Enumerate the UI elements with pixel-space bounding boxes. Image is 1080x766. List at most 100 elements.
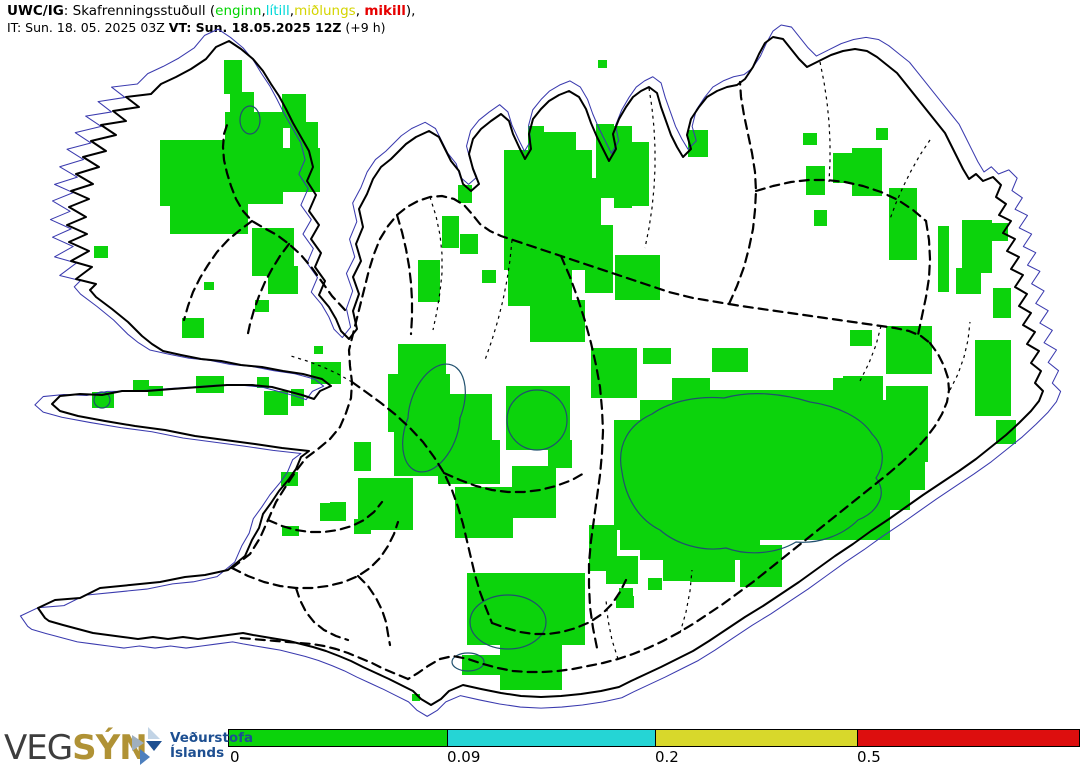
driftindex-cell — [596, 124, 614, 198]
boundary-line — [859, 325, 882, 382]
driftindex-cell — [291, 389, 304, 406]
vedurstofa-line2: Íslands — [170, 745, 225, 761]
logo-triangle-light — [148, 727, 160, 739]
title-line-1: UWC/IG: Skafrenningsstuðull (enginn,líti… — [7, 3, 415, 20]
driftindex-cell — [530, 300, 585, 342]
driftindex-cell — [975, 340, 1011, 416]
driftindex-cell — [993, 288, 1011, 318]
road-line — [230, 520, 400, 590]
driftindex-cell — [248, 148, 320, 192]
road-line — [230, 194, 515, 570]
legend-tick-0: 0 — [230, 748, 240, 766]
driftindex-cell — [418, 260, 440, 302]
driftindex-cell — [548, 440, 572, 468]
driftindex-cell — [508, 254, 572, 306]
driftindex-cell — [886, 386, 928, 462]
category-litill: lítill — [265, 3, 290, 19]
boundary-line — [605, 599, 619, 660]
separator: ), — [405, 3, 416, 19]
driftindex-cell — [503, 610, 521, 690]
road-line — [727, 302, 932, 345]
driftindex-cell — [94, 246, 108, 258]
driftindex-cell — [133, 380, 149, 392]
glacier-outlines — [93, 105, 883, 672]
driftindex-cell — [255, 300, 269, 312]
vegsyn-logo-veg: VEG — [4, 728, 73, 766]
driftindex-cell — [462, 655, 500, 675]
driftindex-cell — [986, 223, 1008, 241]
legend-bar — [228, 729, 1080, 747]
road-line — [356, 574, 392, 647]
driftindex-cell — [162, 160, 172, 170]
driftindex-cell — [412, 694, 420, 701]
road-line — [350, 380, 494, 625]
logo-triangle-dark — [146, 741, 162, 751]
boundary-line — [429, 196, 443, 331]
driftindex-cell — [814, 210, 827, 226]
driftindex-cell — [712, 348, 748, 372]
driftindex-cell — [358, 478, 413, 530]
road-line — [395, 213, 414, 336]
legend: 0 0.09 0.2 0.5 — [228, 729, 1080, 766]
driftindex-cell — [648, 578, 662, 590]
model-id: UWC/IG — [7, 3, 64, 19]
glacier-outline — [451, 652, 485, 672]
driftindex-cell — [643, 348, 671, 364]
legend-tick-0.09: 0.09 — [447, 748, 481, 766]
driftindex-cell — [320, 503, 346, 521]
road-line — [511, 238, 731, 306]
logo-triangle-med — [140, 749, 150, 765]
valid-time: VT: Sun. 18.05.2025 12Z — [168, 20, 342, 35]
category-mikill: mikill — [364, 3, 406, 19]
driftindex-cell — [311, 362, 341, 384]
green-overlay — [92, 60, 1016, 701]
driftindex-cell — [442, 216, 459, 248]
driftindex-cell — [619, 588, 633, 608]
legend-segment-mikill — [857, 729, 1080, 747]
driftindex-cell — [886, 326, 932, 374]
parameter-label: : Skafrenningsstuðull ( — [63, 3, 216, 19]
driftindex-cell — [852, 148, 882, 196]
driftindex-cell — [589, 560, 602, 571]
driftindex-cell — [170, 198, 248, 234]
driftindex-cell — [264, 391, 288, 415]
road-line — [727, 80, 758, 306]
driftindex-cell — [257, 377, 269, 388]
driftindex-cell — [224, 60, 242, 94]
road-lines — [182, 80, 951, 681]
legend-segment-midlungs — [655, 729, 859, 747]
road-line — [182, 219, 254, 322]
road-line — [754, 178, 928, 223]
driftindex-cell — [467, 573, 585, 645]
driftindex-cell — [598, 60, 607, 68]
boundary-line — [949, 321, 971, 391]
driftindex-cell — [632, 142, 649, 206]
coast-lines — [37, 36, 1044, 706]
logo-triangle-mid — [132, 735, 144, 751]
separator: , — [261, 3, 266, 19]
separator: , — [355, 3, 365, 19]
boundary-line — [819, 61, 831, 183]
road-line — [406, 341, 951, 681]
driftindex-cell — [672, 378, 710, 404]
driftindex-cell — [585, 225, 613, 293]
road-line — [916, 219, 932, 337]
driftindex-cell — [415, 345, 445, 365]
road-line — [266, 500, 384, 534]
glacier-outline — [469, 594, 547, 650]
driftindex-cell — [314, 346, 323, 354]
vedurstofa-line1: Veðurstofa — [170, 730, 254, 746]
driftindex-cell — [460, 440, 500, 484]
driftindex-cell — [614, 126, 632, 208]
driftindex-cell — [268, 266, 298, 294]
driftindex-cell — [876, 128, 888, 140]
driftindex-cell — [609, 562, 622, 573]
driftindex-cell — [803, 133, 817, 145]
glacier-outline — [239, 105, 261, 135]
driftindex-cell — [615, 255, 660, 300]
driftindex-cell — [889, 188, 917, 260]
category-enginn: enginn — [215, 3, 262, 19]
driftindex-cell — [591, 348, 637, 398]
